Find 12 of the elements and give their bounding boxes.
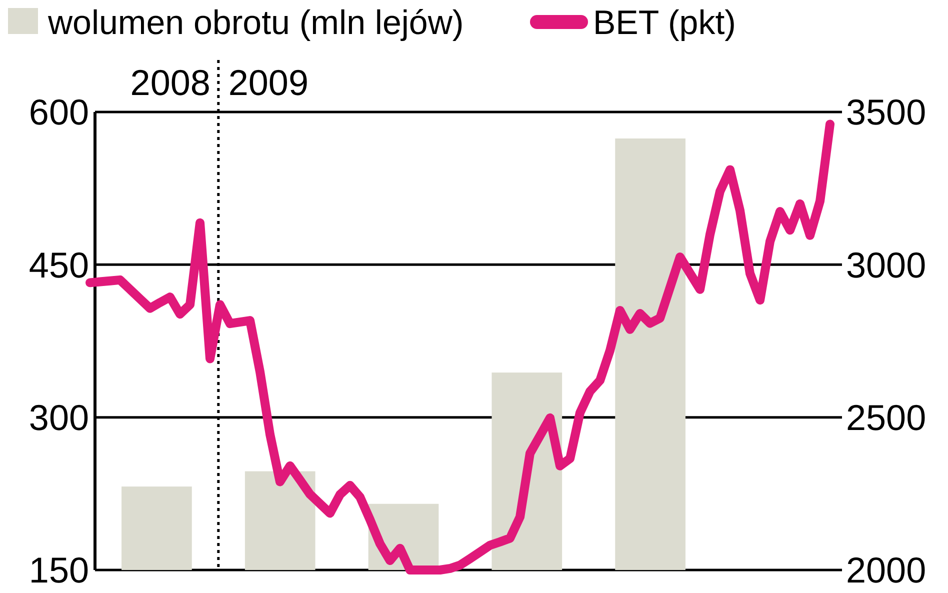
y-tick-label: 300 [28,396,89,438]
text: 2008 [130,62,210,103]
y-tick-label: 3000 [846,244,926,286]
legend-label: BET (pkt) [593,4,736,42]
y-tick-label: 2000 [846,550,926,591]
y-tick-label: 150 [28,550,89,591]
text: 2009 [228,62,308,103]
y-tick-label: 600 [28,92,89,133]
y-tick-label: 2500 [846,396,926,438]
y-tick-label: 3500 [846,92,926,133]
y-tick-label: 450 [28,244,89,286]
legend-label: wolumen obrotu (mln lejów) [47,4,464,42]
